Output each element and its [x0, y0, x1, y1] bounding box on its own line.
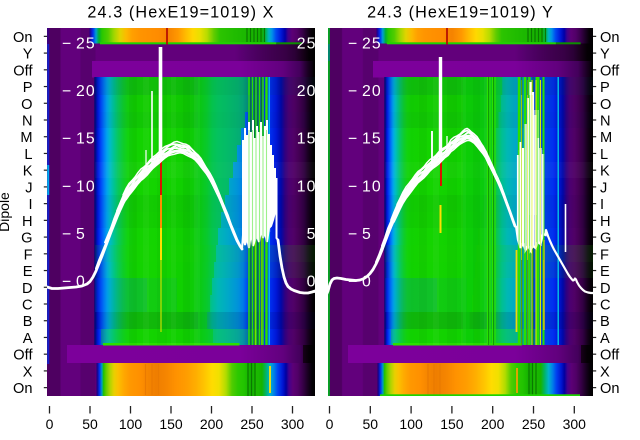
svg-text:O: O [600, 97, 611, 113]
svg-text:D: D [22, 281, 33, 297]
svg-text:F: F [24, 247, 33, 263]
svg-text:0: 0 [362, 274, 372, 291]
svg-text:250: 250 [522, 416, 546, 432]
svg-text:Y: Y [23, 47, 33, 63]
svg-text:Off: Off [13, 348, 33, 364]
svg-text:50: 50 [82, 416, 98, 432]
svg-text:0: 0 [46, 416, 54, 432]
svg-text:N: N [22, 114, 33, 130]
svg-text:On: On [13, 381, 32, 397]
svg-text:C: C [22, 298, 33, 314]
svg-text:300: 300 [281, 416, 305, 432]
svg-text:10: 10 [297, 179, 317, 196]
svg-text:5: 5 [362, 226, 372, 243]
svg-text:A: A [23, 331, 33, 347]
svg-text:10: 10 [362, 179, 382, 196]
svg-text:C: C [600, 298, 611, 314]
svg-text:0: 0 [326, 416, 334, 432]
svg-text:X: X [600, 364, 610, 380]
svg-text:Off: Off [13, 63, 33, 79]
svg-text:10: 10 [76, 179, 96, 196]
svg-text:On: On [600, 30, 619, 46]
svg-text:On: On [600, 381, 619, 397]
svg-text:B: B [23, 314, 33, 330]
svg-text:D: D [600, 281, 611, 297]
svg-text:20: 20 [76, 83, 96, 100]
svg-text:250: 250 [240, 416, 264, 432]
svg-text:25: 25 [297, 36, 317, 53]
svg-text:100: 100 [119, 416, 143, 432]
svg-text:100: 100 [399, 416, 423, 432]
svg-text:−: − [348, 179, 357, 196]
svg-text:300: 300 [563, 416, 587, 432]
svg-text:A: A [600, 331, 610, 347]
svg-text:I: I [600, 197, 604, 213]
svg-text:M: M [600, 130, 612, 146]
svg-text:G: G [600, 231, 611, 247]
svg-text:J: J [600, 180, 607, 196]
svg-text:50: 50 [363, 416, 379, 432]
svg-text:15: 15 [76, 131, 96, 148]
svg-text:H: H [600, 214, 611, 230]
svg-text:0: 0 [76, 274, 86, 291]
svg-text:15: 15 [362, 131, 382, 148]
svg-text:−: − [62, 226, 71, 243]
svg-text:20: 20 [297, 83, 317, 100]
svg-text:−: − [62, 131, 71, 148]
svg-text:0: 0 [307, 274, 317, 291]
svg-text:15: 15 [297, 131, 317, 148]
svg-text:−: − [62, 36, 71, 53]
svg-text:25: 25 [362, 36, 382, 53]
svg-text:E: E [600, 264, 610, 280]
svg-text:−: − [348, 226, 357, 243]
svg-text:X: X [23, 364, 33, 380]
svg-text:M: M [20, 130, 32, 146]
svg-text:25: 25 [76, 36, 96, 53]
svg-text:−: − [62, 274, 71, 291]
svg-text:−: − [62, 179, 71, 196]
svg-text:Off: Off [600, 348, 620, 364]
svg-text:O: O [21, 97, 32, 113]
svg-text:24.3 (HexE19=1019) Y: 24.3 (HexE19=1019) Y [367, 3, 554, 21]
svg-text:200: 200 [200, 416, 224, 432]
svg-text:L: L [600, 147, 608, 163]
svg-text:E: E [23, 264, 33, 280]
svg-text:150: 150 [159, 416, 183, 432]
svg-text:K: K [23, 164, 33, 180]
svg-text:L: L [24, 147, 32, 163]
svg-text:P: P [600, 80, 610, 96]
svg-text:24.3 (HexE19=1019) X: 24.3 (HexE19=1019) X [87, 3, 274, 21]
svg-text:F: F [600, 247, 609, 263]
svg-text:P: P [23, 80, 33, 96]
svg-text:N: N [600, 114, 611, 130]
svg-text:K: K [600, 164, 610, 180]
svg-text:Y: Y [600, 47, 610, 63]
svg-text:J: J [25, 180, 32, 196]
svg-text:I: I [28, 197, 32, 213]
svg-text:−: − [348, 83, 357, 100]
svg-text:200: 200 [481, 416, 505, 432]
svg-text:−: − [62, 83, 71, 100]
svg-text:H: H [22, 214, 33, 230]
svg-text:20: 20 [362, 83, 382, 100]
svg-text:5: 5 [307, 226, 317, 243]
svg-text:−: − [348, 36, 357, 53]
svg-text:G: G [21, 231, 32, 247]
svg-text:−: − [348, 131, 357, 148]
svg-text:Off: Off [600, 63, 620, 79]
svg-text:−: − [348, 274, 357, 291]
svg-text:On: On [13, 30, 32, 46]
svg-text:5: 5 [76, 226, 86, 243]
svg-text:Dipole: Dipole [0, 192, 12, 232]
svg-text:B: B [600, 314, 610, 330]
svg-text:150: 150 [440, 416, 464, 432]
